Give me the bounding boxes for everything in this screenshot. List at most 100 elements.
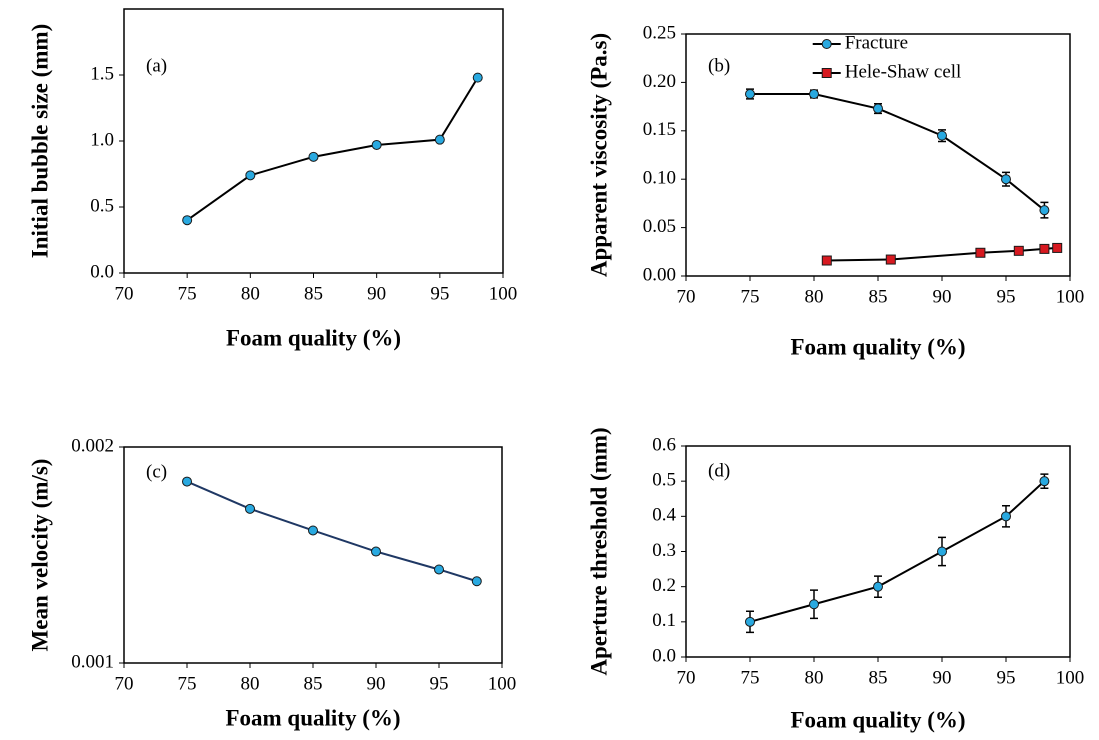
- y-tick-label: 0.20: [643, 71, 676, 92]
- panel-label: (d): [708, 460, 730, 481]
- x-tick-label: 95: [997, 286, 1016, 307]
- marker: [745, 89, 755, 100]
- marker: [1001, 511, 1011, 522]
- x-tick-label: 80: [241, 283, 260, 304]
- y-tick-label: 0.0: [652, 645, 676, 666]
- panel-label: (c): [146, 461, 167, 482]
- y-axis-title: Initial bubble size (mm): [27, 24, 52, 258]
- marker: [1039, 205, 1050, 216]
- x-tick-label: 90: [933, 286, 952, 307]
- x-tick-label: 70: [115, 283, 134, 304]
- marker: [885, 254, 896, 265]
- marker: [182, 215, 193, 226]
- legend-marker: [821, 68, 832, 78]
- y-tick-label: 0.5: [90, 195, 114, 216]
- x-tick-label: 90: [367, 673, 386, 694]
- plot-frame: [123, 8, 504, 274]
- x-tick-label: 100: [1056, 286, 1085, 307]
- x-tick-label: 100: [489, 283, 518, 304]
- legend-label: Hele-Shaw cell: [845, 61, 962, 82]
- marker: [182, 476, 192, 487]
- x-tick-label: 80: [241, 673, 260, 694]
- plot-frame: [685, 445, 1071, 658]
- marker: [308, 151, 319, 162]
- marker: [308, 525, 318, 536]
- x-tick-label: 100: [1056, 667, 1085, 688]
- panel-label: (a): [146, 55, 167, 76]
- marker: [245, 170, 256, 181]
- marker: [975, 247, 986, 258]
- y-tick-label: 0.4: [652, 505, 676, 526]
- panel-label: (b): [708, 55, 730, 76]
- x-axis-title: Foam quality (%): [790, 334, 965, 359]
- x-tick-label: 95: [430, 673, 449, 694]
- x-axis-title: Foam quality (%): [226, 325, 401, 350]
- y-tick-label: 0.5: [652, 470, 676, 491]
- x-tick-label: 85: [869, 667, 888, 688]
- y-tick-label: 0.002: [71, 435, 114, 456]
- y-tick-label: 1.0: [90, 129, 114, 150]
- marker: [245, 503, 255, 514]
- y-axis-title: Apparent viscosity (Pa.s): [586, 33, 611, 277]
- x-tick-label: 70: [677, 667, 696, 688]
- x-tick-label: 70: [115, 673, 134, 694]
- marker: [472, 72, 483, 83]
- marker: [937, 130, 947, 141]
- marker: [873, 103, 883, 114]
- marker: [434, 564, 444, 575]
- y-axis-title: Aperture threshold (mm): [586, 427, 611, 675]
- series-line: [186, 77, 479, 222]
- x-tick-label: 75: [741, 286, 760, 307]
- marker: [809, 89, 819, 100]
- legend-label: Fracture: [845, 32, 908, 53]
- x-tick-label: 85: [304, 673, 323, 694]
- y-tick-label: 0.001: [71, 651, 114, 672]
- x-tick-label: 90: [367, 283, 386, 304]
- marker: [821, 255, 832, 266]
- x-tick-label: 90: [933, 667, 952, 688]
- panel: 70 75 80 85 90 95 100 0.001 0.002 (c) Foam quality…: [27, 435, 516, 730]
- marker: [471, 576, 482, 587]
- x-tick-label: 75: [741, 667, 760, 688]
- marker: [1039, 476, 1050, 487]
- x-tick-label: 85: [304, 283, 323, 304]
- marker: [1039, 243, 1050, 254]
- y-tick-label: 0.0: [90, 261, 114, 282]
- panel: 70 75 80 85 90 95 100 0.0 0.1 0.2 0.3 0.4 0.5 0.6 (d) F…: [586, 427, 1084, 732]
- marker: [937, 546, 947, 557]
- x-tick-label: 95: [997, 667, 1016, 688]
- y-axis-title: Mean velocity (m/s): [27, 459, 52, 652]
- y-tick-label: 0.05: [643, 216, 676, 237]
- y-tick-label: 0.25: [643, 22, 676, 43]
- marker: [434, 134, 445, 145]
- x-axis-title: Foam quality (%): [790, 707, 965, 732]
- y-tick-label: 0.6: [652, 434, 676, 455]
- marker: [371, 546, 381, 557]
- x-axis-title: Foam quality (%): [225, 705, 400, 730]
- panel: 70 75 80 85 90 95 100 0.0 0.5 1.0 1.5 (a) Foam quali…: [27, 8, 518, 350]
- x-tick-label: 95: [430, 283, 449, 304]
- panel: 70 75 80 85 90 95 100 0.00 0.05 0.10 0.15 0.20 0.25 (…: [586, 22, 1084, 359]
- x-tick-label: 80: [805, 286, 824, 307]
- y-tick-label: 0.3: [652, 540, 676, 561]
- y-tick-label: 0.15: [643, 119, 676, 140]
- y-tick-label: 0.00: [643, 264, 676, 285]
- marker: [371, 139, 382, 150]
- marker: [1001, 174, 1011, 185]
- marker: [745, 616, 755, 627]
- y-tick-label: 0.2: [652, 575, 676, 596]
- marker: [809, 599, 819, 610]
- series-line: [749, 480, 1046, 623]
- x-tick-label: 85: [869, 286, 888, 307]
- series-line: [750, 93, 1046, 211]
- marker: [1013, 245, 1024, 256]
- x-tick-label: 70: [677, 286, 696, 307]
- legend-marker: [821, 39, 832, 49]
- x-tick-label: 100: [488, 673, 517, 694]
- y-tick-label: 1.5: [90, 63, 114, 84]
- y-tick-label: 0.10: [643, 168, 676, 189]
- x-tick-label: 75: [178, 283, 197, 304]
- plot-frame: [123, 446, 503, 664]
